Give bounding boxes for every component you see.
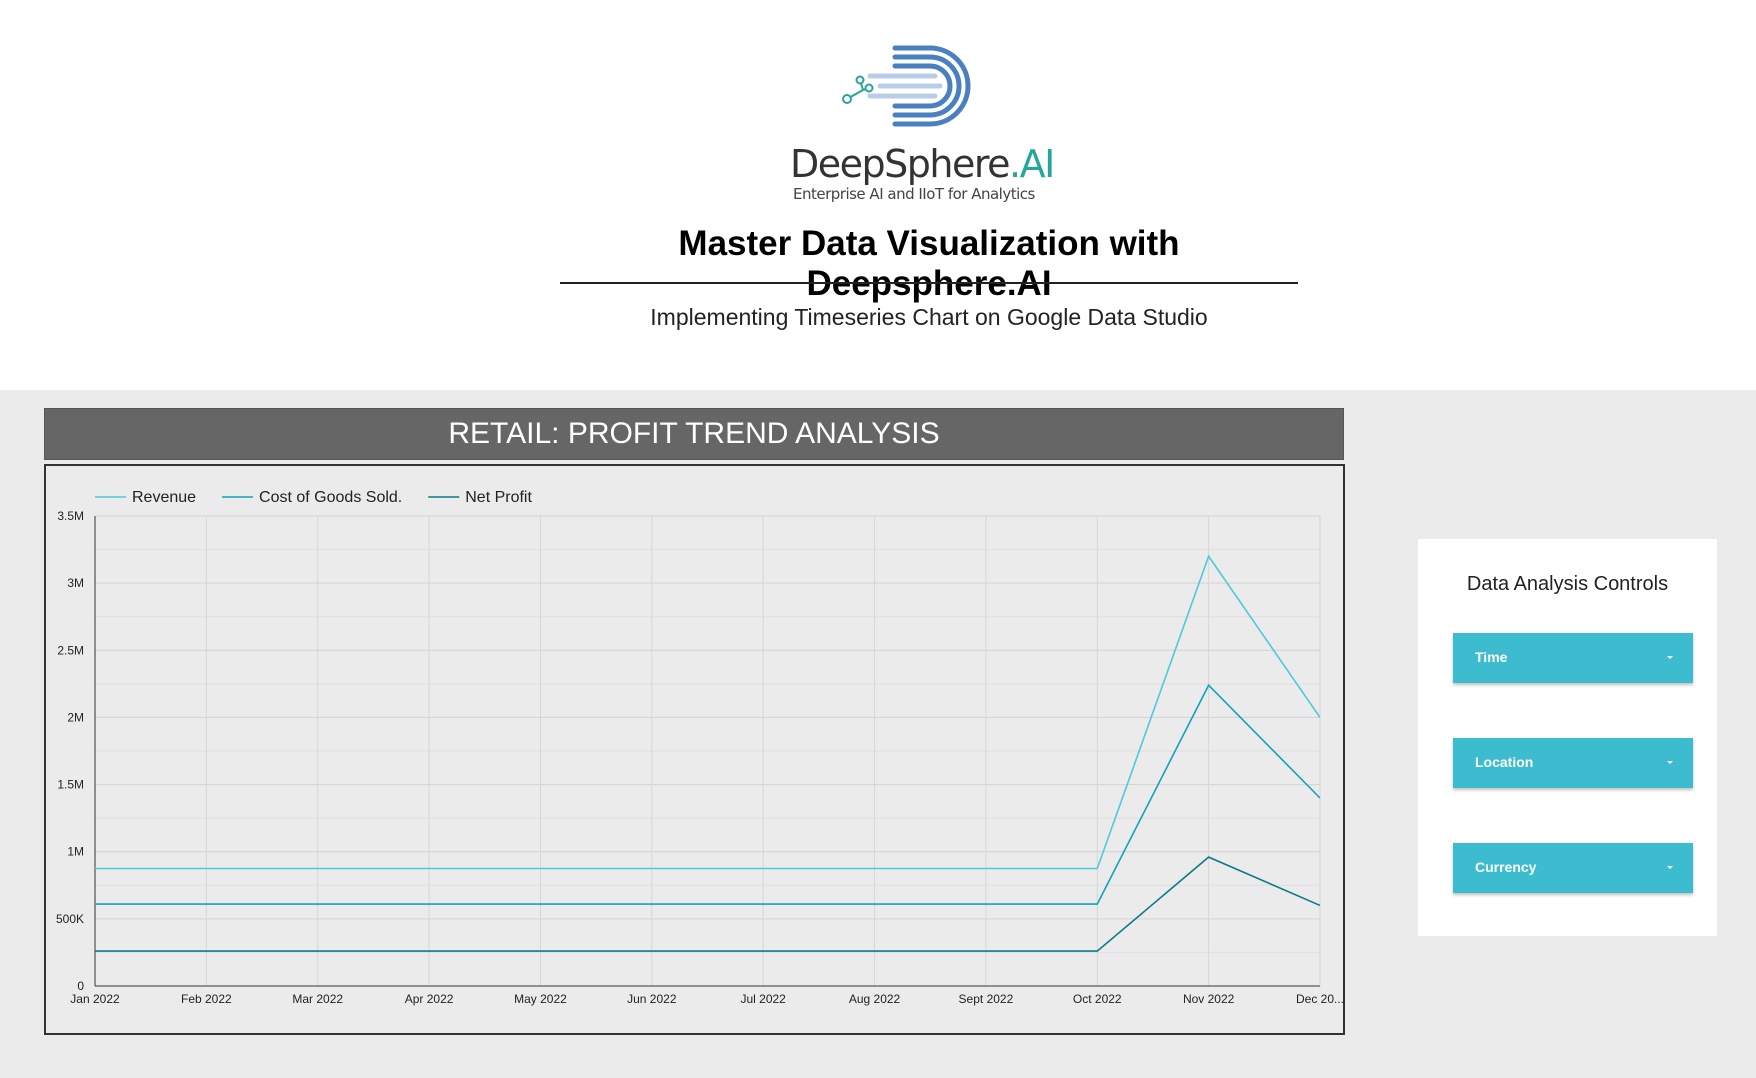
currency-dropdown-label: Currency [1475, 859, 1537, 875]
y-tick-label: 3M [67, 576, 84, 590]
x-tick-label: Jun 2022 [627, 992, 677, 1006]
legend-label-2: Cost of Goods Sold. [259, 489, 402, 506]
series-line-2 [95, 683, 1321, 905]
y-tick-label: 1.5M [57, 778, 84, 792]
controls-title: Data Analysis Controls [1466, 573, 1669, 595]
time-dropdown[interactable]: Time [1453, 633, 1693, 683]
x-tick-label: Dec 20... [1296, 992, 1343, 1006]
x-tick-label: Aug 2022 [849, 992, 901, 1006]
y-tick-label: 2.5M [57, 643, 84, 657]
title-underline [560, 282, 1298, 284]
page-title: Master Data Visualization with Deepspher… [678, 224, 1180, 303]
controls-panel: Data Analysis Controls Time Location Cur… [1418, 539, 1717, 936]
series-line-1 [95, 554, 1321, 870]
y-tick-label: 3.5M [57, 509, 84, 523]
y-tick-label: 2M [67, 710, 84, 724]
deepsphere-logo: DeepSphere.AI Enterprise AI and IIoT for… [780, 38, 1060, 208]
chevron-down-icon [1667, 656, 1673, 659]
x-tick-label: May 2022 [514, 992, 567, 1006]
x-tick-label: Apr 2022 [405, 992, 454, 1006]
legend-label-3: Net Profit [465, 489, 532, 506]
x-tick-label: Mar 2022 [292, 992, 343, 1006]
page-subtitle: Implementing Timeseries Chart on Google … [650, 304, 1208, 330]
chevron-down-icon [1667, 761, 1673, 764]
location-dropdown[interactable]: Location [1453, 738, 1693, 788]
timeseries-chart[interactable]: 0 500K 1M 1.5M 2M 2.5M 3M 3.5M Jan 2022 Feb 2022 M… [44, 464, 1345, 1035]
logo-d-mark-icon [842, 45, 971, 127]
chart-card-title: RETAIL: PROFIT TREND ANALYSIS [44, 408, 1344, 460]
currency-dropdown[interactable]: Currency [1453, 843, 1693, 893]
x-tick-label: Jul 2022 [740, 992, 786, 1006]
chart-svg: 0 500K 1M 1.5M 2M 2.5M 3M 3.5M Jan 2022 Feb 2022 M… [56, 489, 1343, 1006]
x-tick-label: Feb 2022 [181, 992, 232, 1006]
location-dropdown-label: Location [1475, 754, 1534, 770]
time-dropdown-label: Time [1475, 649, 1508, 665]
chevron-down-icon [1667, 866, 1673, 869]
series-line-3 [95, 856, 1321, 952]
x-tick-label: Jan 2022 [70, 992, 120, 1006]
logo-tagline: Enterprise AI and IIoT for Analytics [793, 185, 1035, 203]
x-tick-label: Nov 2022 [1183, 992, 1235, 1006]
y-tick-label: 0 [77, 979, 84, 993]
x-tick-label: Sept 2022 [959, 992, 1014, 1006]
y-tick-label: 1M [67, 845, 84, 859]
x-tick-label: Oct 2022 [1073, 992, 1122, 1006]
y-tick-label: 500K [56, 912, 84, 926]
legend-label-1: Revenue [132, 489, 196, 506]
logo-wordmark: DeepSphere.AI [790, 142, 1055, 186]
report-header: DeepSphere.AI Enterprise AI and IIoT for… [0, 0, 1756, 390]
